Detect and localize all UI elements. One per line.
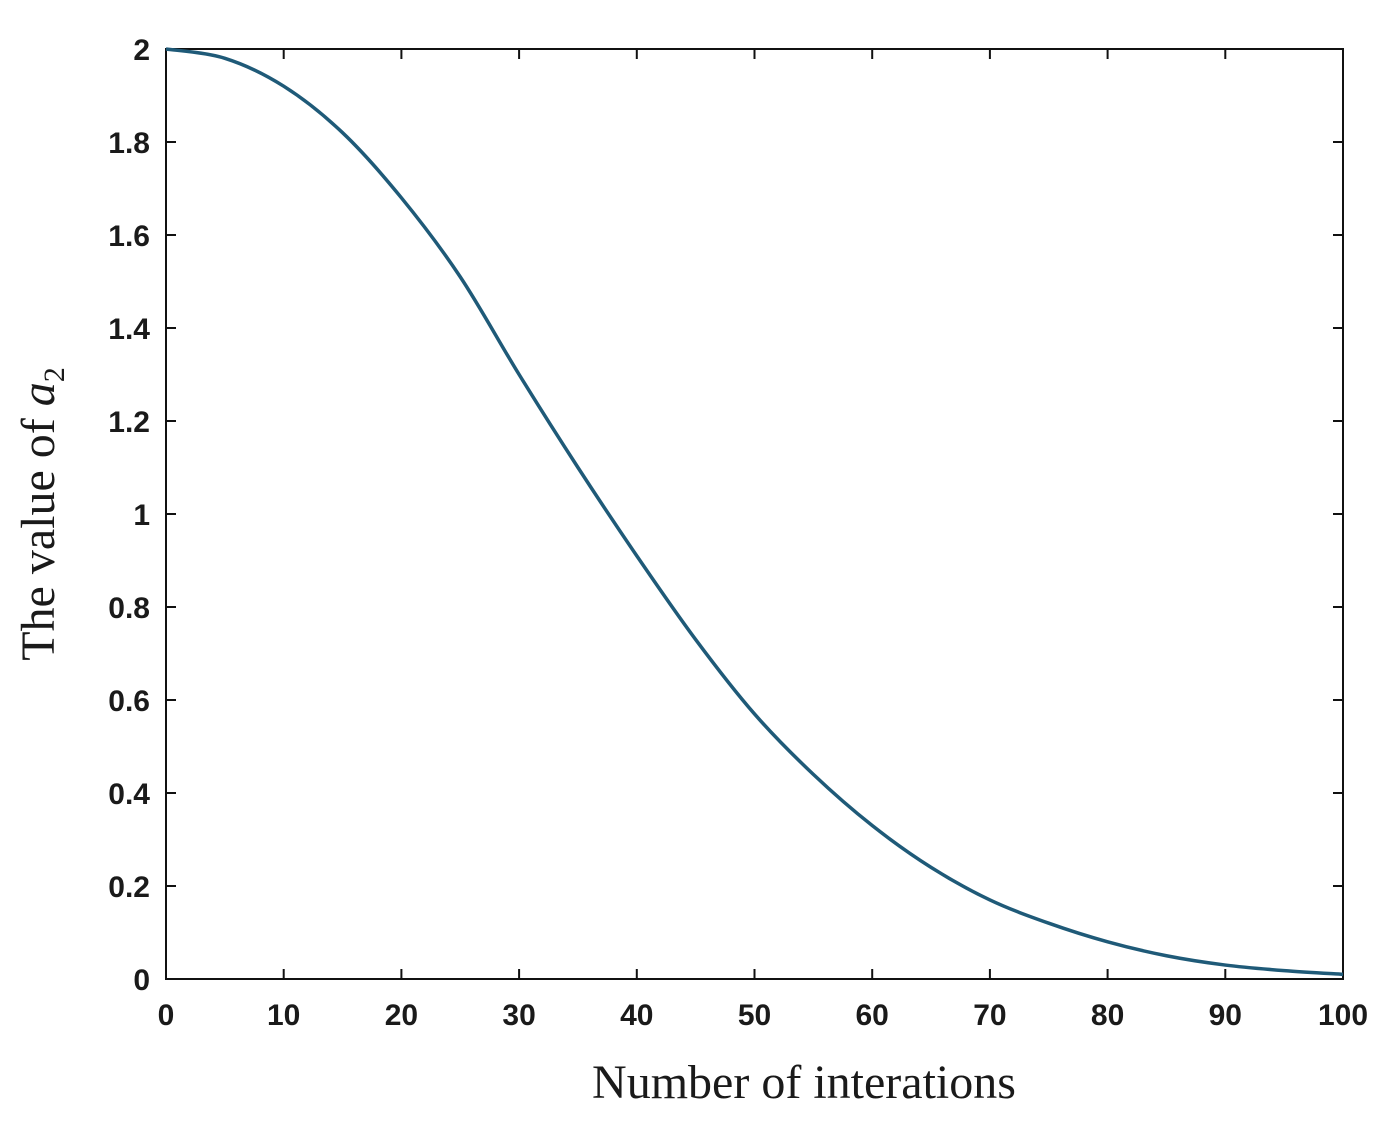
y-tick-labels: 0 0.2 0.4 0.6 0.8 1 1.2 1.4 1.6 1.8 2	[108, 34, 150, 997]
y-axis-title-prefix: The value of	[12, 418, 65, 661]
series-line	[165, 47, 1344, 977]
x-tick-label: 10	[267, 999, 300, 1032]
y-tick-label: 1.6	[108, 220, 150, 253]
y-tick-label: 2	[133, 34, 150, 67]
x-tick-label: 40	[620, 999, 653, 1032]
x-axis-title: Number of interations	[592, 1056, 1016, 1109]
y-tick-label: 1.4	[108, 313, 150, 346]
tick-marks	[165, 48, 1344, 980]
y-tick-label: 1.8	[108, 127, 150, 160]
x-tick-label: 20	[385, 999, 418, 1032]
x-tick-label: 90	[1209, 999, 1242, 1032]
x-tick-label: 50	[738, 999, 771, 1032]
x-tick-label: 0	[158, 999, 175, 1032]
x-tick-labels: 0 10 20 30 40 50 60 70 80 90 100	[158, 999, 1368, 1032]
x-tick-label: 30	[502, 999, 535, 1032]
y-tick-label: 0.2	[108, 871, 150, 904]
x-tick-label: 100	[1318, 999, 1368, 1032]
y-tick-label: 0.8	[108, 592, 150, 625]
y-axis-title-symbol: a	[12, 382, 65, 406]
y-tick-label: 0.6	[108, 685, 150, 718]
y-axis-title: The value of a2	[12, 367, 71, 661]
y-axis-title-subscript: 2	[38, 367, 71, 382]
y-tick-label: 0	[133, 964, 150, 997]
x-tick-label: 70	[973, 999, 1006, 1032]
y-tick-label: 1.2	[108, 406, 150, 439]
x-tick-label: 80	[1091, 999, 1124, 1032]
plot-area-border	[165, 48, 1344, 980]
y-tick-label: 0.4	[108, 778, 150, 811]
x-tick-label: 60	[856, 999, 889, 1032]
series-layer	[165, 47, 1344, 977]
y-tick-label: 1	[133, 499, 150, 532]
